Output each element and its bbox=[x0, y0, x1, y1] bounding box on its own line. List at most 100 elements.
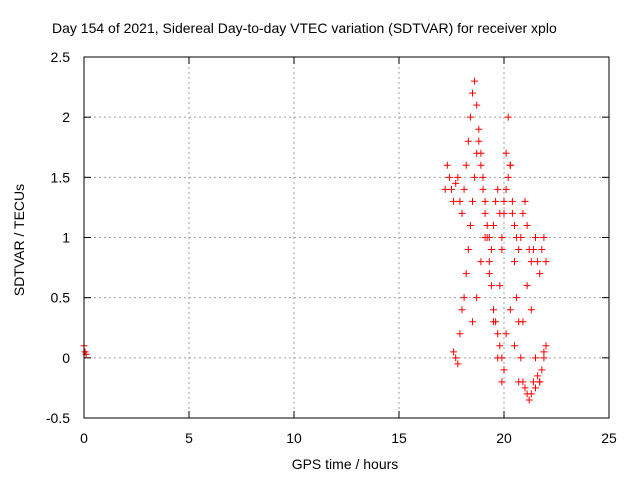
y-tick-label: 1 bbox=[62, 230, 70, 246]
data-point bbox=[443, 161, 451, 169]
data-point bbox=[540, 234, 548, 241]
data-point bbox=[445, 173, 453, 181]
data-point bbox=[477, 258, 485, 266]
data-point bbox=[458, 209, 466, 217]
data-points bbox=[80, 77, 550, 404]
data-point bbox=[540, 354, 548, 362]
data-point bbox=[538, 366, 546, 374]
data-point bbox=[536, 378, 544, 386]
data-point bbox=[466, 113, 474, 121]
data-point bbox=[500, 366, 508, 374]
data-point bbox=[502, 149, 510, 157]
y-tick-label: 2.5 bbox=[51, 49, 71, 65]
data-point bbox=[534, 372, 542, 380]
data-point bbox=[490, 318, 497, 326]
data-point bbox=[525, 396, 533, 404]
data-point bbox=[462, 161, 470, 169]
data-point bbox=[496, 282, 504, 290]
x-tick-label: 20 bbox=[496, 430, 512, 446]
data-point bbox=[517, 354, 525, 362]
axis-ticks: 0 5 10 15 20 25 -0.5 0 0.5 1 1.5 2 2.5 bbox=[46, 49, 617, 446]
data-point bbox=[487, 246, 495, 254]
x-tick-label: 0 bbox=[80, 430, 88, 446]
plot-frame bbox=[83, 56, 610, 419]
data-point bbox=[485, 258, 493, 266]
data-point bbox=[469, 89, 476, 97]
data-point bbox=[521, 384, 529, 392]
data-point bbox=[450, 197, 458, 205]
data-point bbox=[542, 342, 550, 350]
y-tick-label: 1.5 bbox=[51, 169, 71, 185]
data-point bbox=[536, 270, 544, 278]
data-point bbox=[527, 306, 535, 314]
data-point bbox=[506, 306, 514, 314]
data-point bbox=[481, 209, 489, 217]
data-point bbox=[532, 234, 539, 241]
data-point bbox=[448, 185, 455, 193]
data-point bbox=[466, 221, 474, 229]
data-point bbox=[471, 173, 479, 181]
data-point bbox=[542, 258, 550, 266]
data-point bbox=[540, 348, 548, 356]
x-tick-label: 15 bbox=[391, 430, 407, 446]
data-point bbox=[515, 318, 523, 326]
data-point bbox=[481, 234, 489, 241]
y-tick-label: 0 bbox=[62, 350, 70, 366]
data-point bbox=[479, 173, 487, 181]
data-point bbox=[477, 161, 485, 169]
data-point bbox=[475, 137, 483, 145]
data-point bbox=[534, 258, 542, 266]
data-point bbox=[490, 221, 497, 229]
data-point bbox=[498, 378, 506, 386]
data-point bbox=[454, 360, 462, 368]
data-point bbox=[471, 77, 479, 85]
x-tick-label: 25 bbox=[601, 430, 617, 446]
data-point bbox=[494, 185, 502, 193]
data-point bbox=[502, 330, 510, 338]
data-point bbox=[521, 197, 529, 205]
data-point bbox=[487, 282, 495, 290]
data-point bbox=[508, 197, 516, 205]
grid-lines bbox=[84, 57, 609, 418]
data-point bbox=[511, 258, 518, 266]
data-point bbox=[498, 234, 506, 241]
y-tick-label: -0.5 bbox=[46, 410, 70, 426]
data-point bbox=[494, 354, 502, 362]
data-point bbox=[527, 258, 535, 266]
data-point bbox=[517, 234, 525, 241]
data-point bbox=[523, 282, 531, 290]
data-point bbox=[464, 137, 472, 145]
data-point bbox=[469, 318, 476, 326]
data-point bbox=[511, 221, 518, 229]
data-point bbox=[519, 378, 527, 386]
y-tick-label: 0.5 bbox=[51, 290, 71, 306]
data-point bbox=[527, 390, 535, 398]
data-point bbox=[483, 221, 491, 229]
data-point bbox=[481, 197, 489, 205]
x-tick-label: 10 bbox=[286, 430, 302, 446]
data-point bbox=[456, 330, 464, 338]
data-point bbox=[500, 197, 508, 205]
data-point bbox=[452, 354, 460, 362]
data-point bbox=[450, 348, 458, 356]
data-point bbox=[469, 197, 476, 205]
data-point bbox=[441, 185, 449, 193]
x-axis-label: GPS time / hours bbox=[291, 456, 399, 472]
chart-title: Day 154 of 2021, Sidereal Day-to-day VTE… bbox=[52, 20, 557, 36]
data-point bbox=[454, 173, 462, 181]
data-point bbox=[511, 342, 518, 350]
data-point bbox=[506, 161, 514, 169]
data-point bbox=[529, 246, 537, 254]
data-point bbox=[532, 354, 539, 362]
data-point bbox=[538, 246, 546, 254]
y-tick-label: 2 bbox=[62, 109, 70, 125]
data-point bbox=[513, 294, 521, 302]
data-point bbox=[532, 384, 539, 392]
data-point bbox=[502, 185, 510, 193]
data-point bbox=[475, 125, 483, 133]
data-point bbox=[498, 246, 506, 254]
data-point bbox=[529, 378, 537, 386]
data-point bbox=[494, 330, 502, 338]
data-point bbox=[490, 306, 497, 314]
